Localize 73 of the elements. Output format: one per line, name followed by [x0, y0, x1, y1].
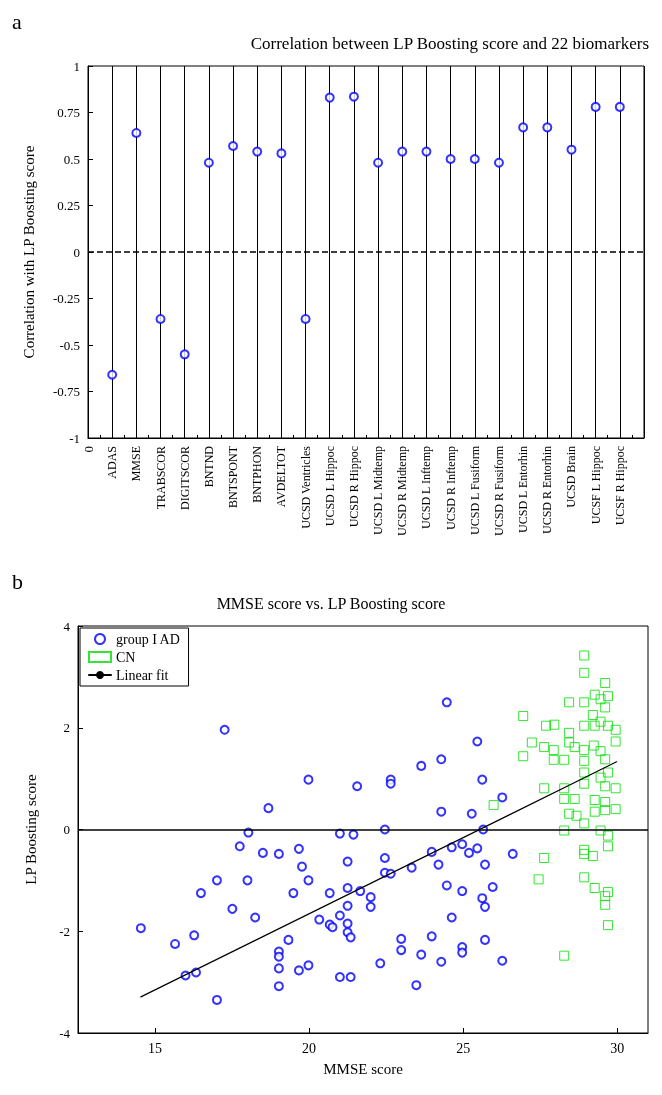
x-tick-label: 15 [148, 1040, 163, 1056]
x-tick-label: TRABSCOR [153, 446, 168, 510]
y-tick-label: 0 [73, 244, 80, 260]
y-tick-label: -0.25 [52, 291, 80, 306]
point [373, 157, 384, 168]
y-tick-label: 0.25 [57, 198, 80, 213]
point [445, 154, 456, 164]
x-tick-label: UCSD Brain [564, 446, 579, 508]
x-tick-label: 25 [456, 1040, 471, 1056]
chart-title: MMSE score vs. LP Boosting score [216, 594, 446, 613]
x-tick-label: UCSF R Hippoc [612, 446, 627, 526]
point [421, 146, 432, 157]
point [276, 148, 287, 159]
x-tick-label: BNTPHON [250, 445, 265, 503]
y-tick-label: 1 [73, 58, 80, 74]
x-tick-label: UCSD R Inftemp [443, 446, 458, 530]
point [155, 313, 166, 324]
text: a [12, 8, 22, 34]
y-tick-label: 0.5 [63, 151, 80, 167]
x-tick-label: 30 [610, 1040, 625, 1056]
x-tick-label: ADAS [105, 446, 120, 479]
point [228, 140, 239, 151]
y-tick-label: -0.75 [52, 384, 80, 399]
x-tick-label: UCSD R Hippoc [346, 446, 361, 528]
point [566, 144, 577, 155]
point [493, 157, 504, 168]
x-axis-title: MMSE score [323, 1060, 404, 1077]
x-tick-label: UCSD R Entorhin [540, 446, 555, 535]
chart-title: Correlation between LP Boosting score and 22 biomarkers [250, 34, 649, 53]
point [252, 146, 263, 157]
x-tick-label: UCSD L Fusiform [467, 445, 482, 535]
x-tick-label: MMSE [129, 446, 144, 482]
y-tick-label: 2 [63, 720, 70, 736]
point [348, 91, 359, 102]
point [324, 92, 335, 103]
x-tick-label: UCSD R Midtemp [395, 446, 410, 537]
point [542, 122, 553, 133]
legend-label: CN [116, 649, 136, 665]
y-axis-title: Correlation with LP Boosting score [20, 145, 37, 359]
point [107, 369, 118, 380]
legend-label: group I AD [116, 631, 180, 647]
text: b [12, 568, 23, 594]
y-tick-label: 4 [63, 618, 71, 634]
x-tick-label: UCSD R Fusiform [491, 445, 506, 537]
point [469, 154, 480, 164]
legend-label: Linear fit [116, 667, 169, 683]
y-axis-title: LP Boosting score [22, 774, 39, 885]
x-tick-label: UCSD L Midtemp [371, 446, 386, 535]
point [614, 101, 625, 112]
x-tick-label: AVDELTOT [274, 445, 289, 508]
text: 0 [80, 446, 96, 453]
y-tick-label: -2 [59, 923, 70, 939]
y-tick-label: -1 [69, 430, 80, 446]
x-tick-label: UCSD L Hippoc [322, 446, 337, 527]
point [203, 157, 214, 168]
x-tick-label: 20 [302, 1040, 317, 1056]
point [131, 127, 142, 138]
y-tick-label: 0.75 [57, 105, 80, 120]
y-tick-label: -0.5 [59, 337, 80, 353]
x-tick-label: DIGITSCOR [177, 446, 192, 511]
x-tick-label: UCSD L Entorhin [516, 446, 531, 533]
y-tick-label: 0 [63, 822, 70, 837]
point [397, 146, 408, 157]
x-tick-label: UCSF L Hippoc [588, 446, 603, 525]
point [590, 101, 601, 112]
y-tick-label: -4 [59, 1025, 71, 1041]
x-tick-label: UCSD Ventricles [298, 445, 313, 529]
point [300, 313, 311, 324]
point [179, 349, 190, 360]
x-tick-label: BNTND [201, 445, 216, 488]
point [518, 122, 529, 133]
x-tick-label: UCSD L Inftemp [419, 446, 434, 529]
x-tick-label: BNTSPONT [226, 445, 241, 509]
